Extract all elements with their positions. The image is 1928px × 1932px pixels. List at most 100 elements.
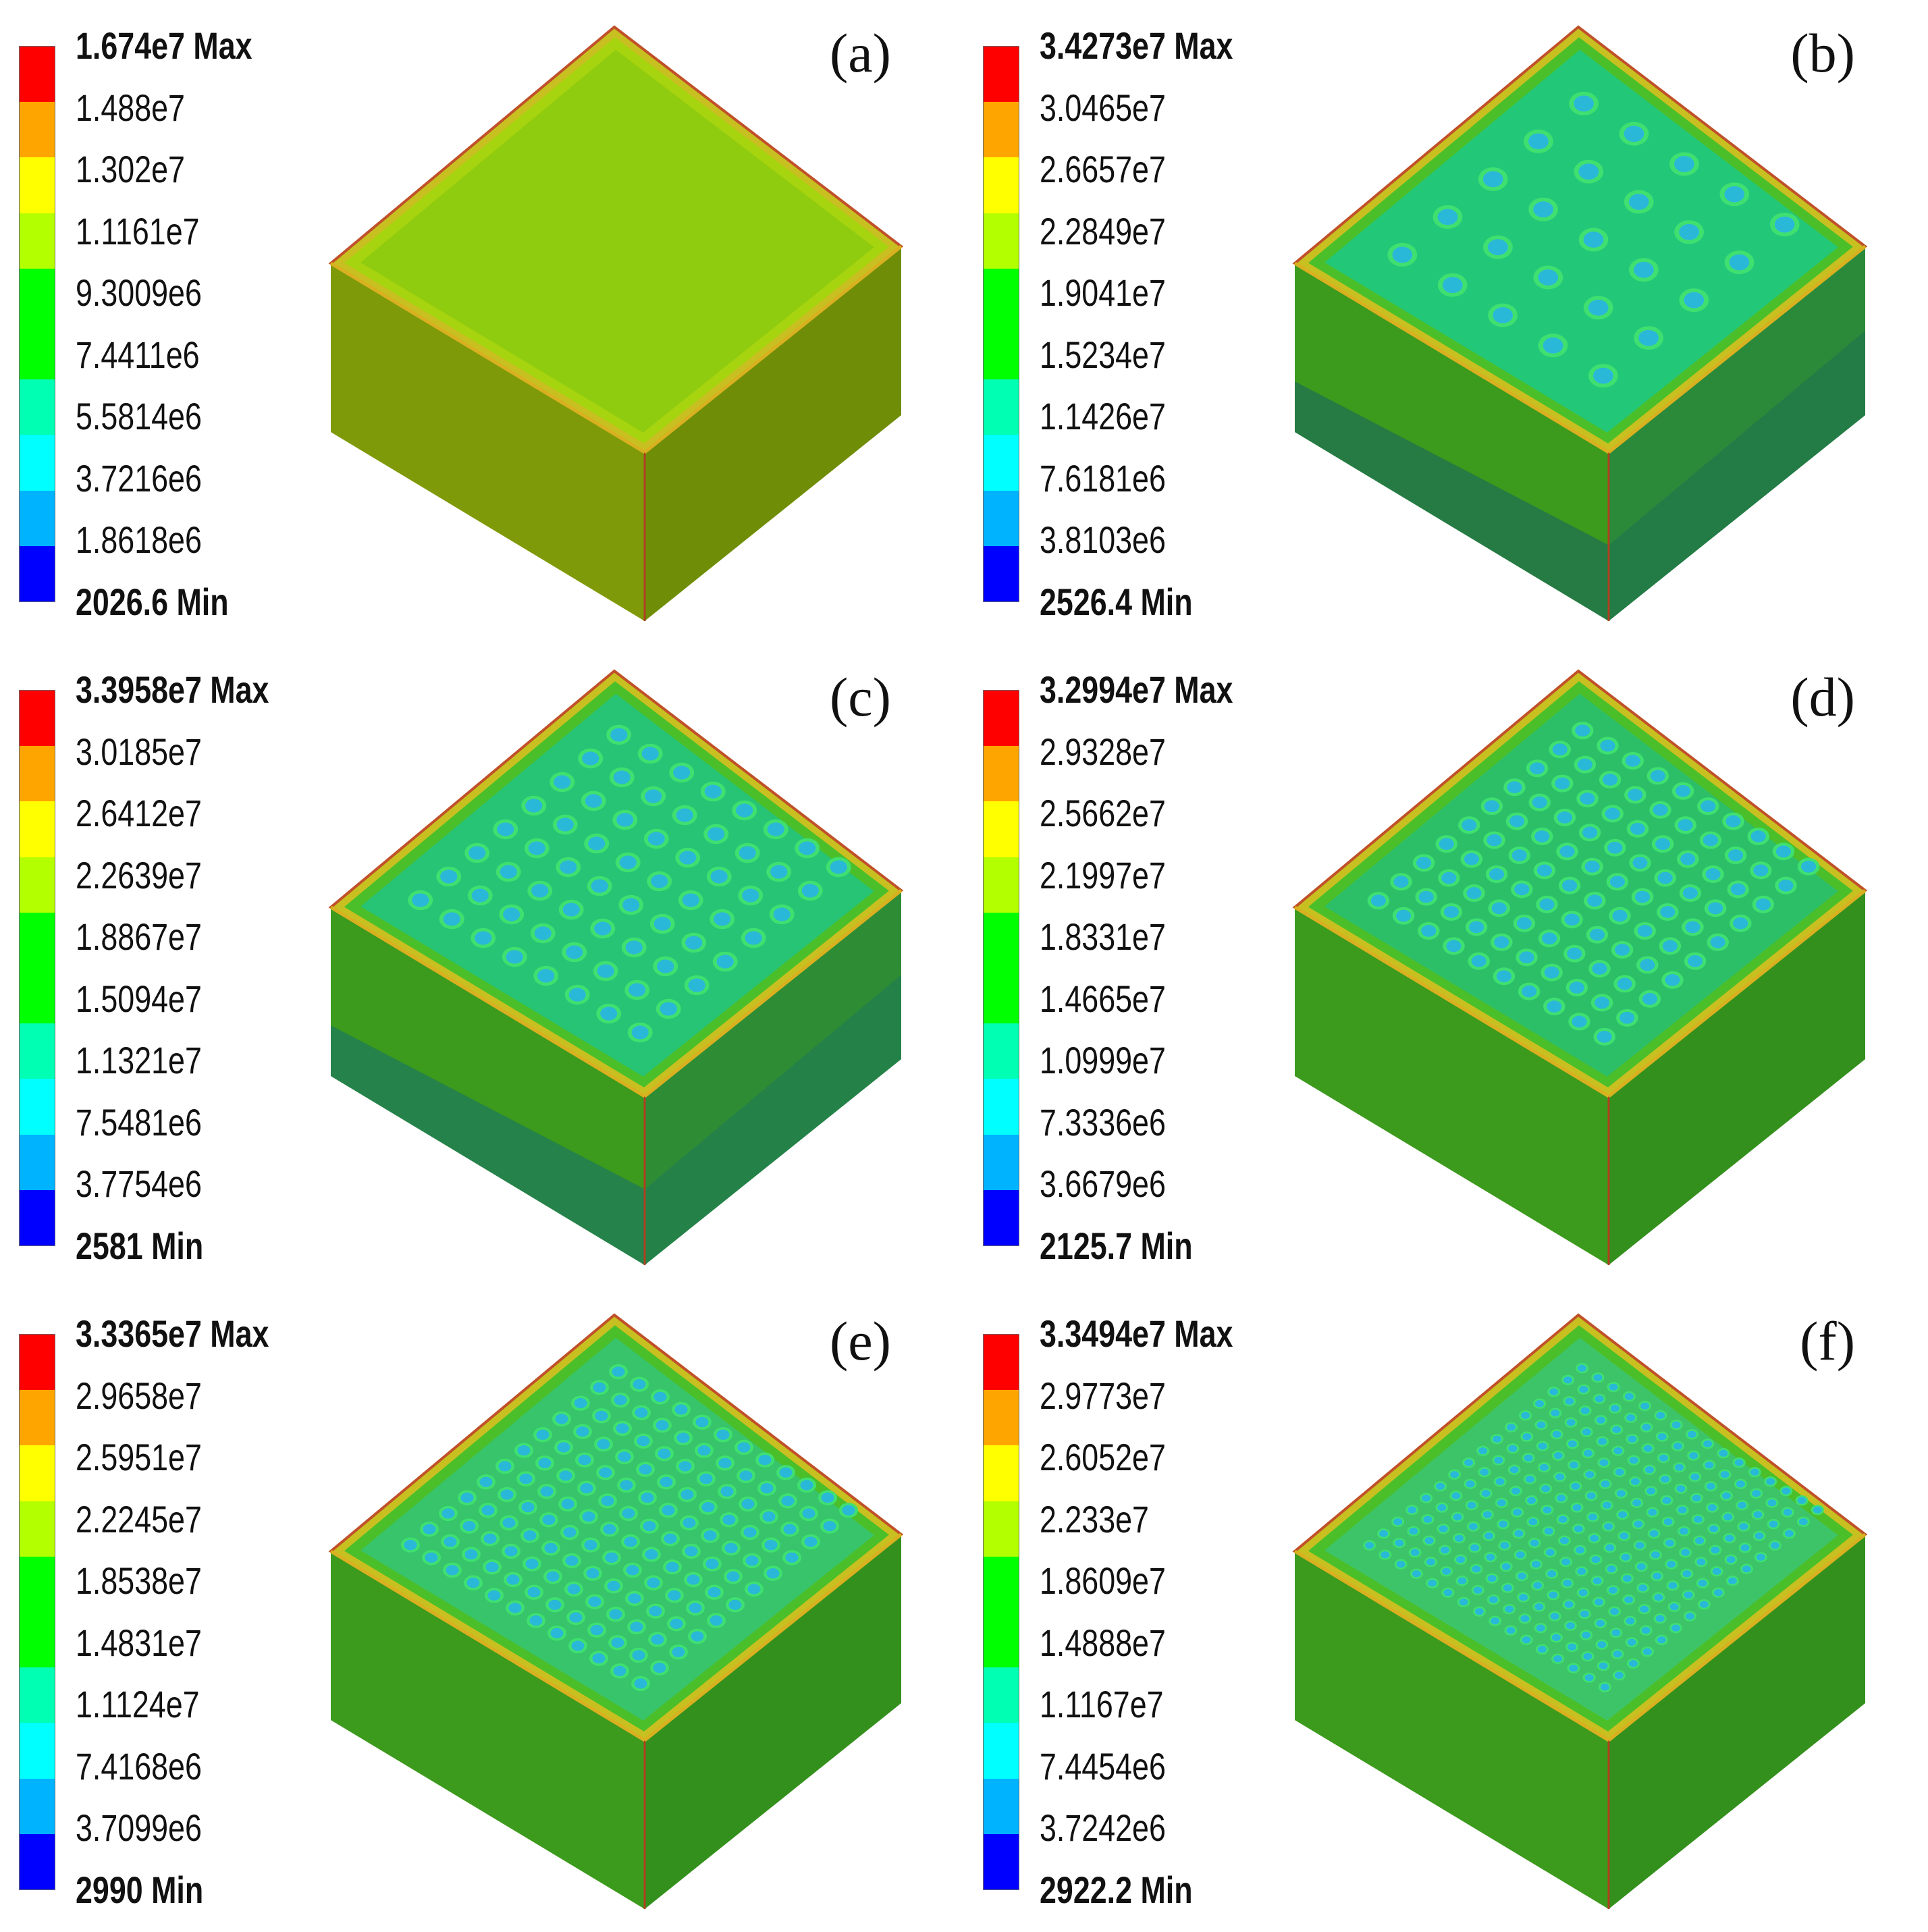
hole-marker — [1379, 1530, 1389, 1537]
panel-label: (a) — [829, 22, 891, 84]
hole-marker — [1657, 871, 1673, 884]
hole-marker — [1365, 1542, 1374, 1549]
hole-marker — [670, 1618, 683, 1629]
hole-marker — [1552, 1430, 1561, 1438]
legend-min-label: 2526.4 Min — [1040, 581, 1193, 623]
hole-marker — [1750, 1468, 1759, 1476]
hole-marker — [1689, 1452, 1698, 1459]
hole-marker — [726, 1571, 740, 1582]
hole-marker — [1613, 1651, 1622, 1658]
hole-marker — [1592, 1577, 1602, 1584]
hole-marker — [1656, 1412, 1665, 1419]
hole-marker — [498, 1461, 512, 1472]
hole-marker — [1756, 1553, 1765, 1561]
hole-marker — [737, 1442, 751, 1453]
hole-marker — [1678, 819, 1693, 832]
hole-marker — [639, 1464, 652, 1475]
hole-marker — [619, 855, 637, 869]
hole-marker — [519, 1474, 533, 1484]
hole-marker — [1468, 1523, 1478, 1530]
hole-marker — [1482, 171, 1503, 188]
block-top-edge — [1293, 261, 1610, 454]
hole-marker — [544, 1542, 558, 1553]
hole-marker — [537, 969, 555, 983]
hole-marker — [1705, 1461, 1714, 1469]
hole-marker — [1653, 803, 1668, 816]
hole-marker — [1439, 838, 1454, 851]
hole-marker — [404, 1540, 417, 1551]
hole-marker — [655, 1420, 669, 1430]
color-legend: 3.3494e7 Max 2.9773e7 2.6052e7 2.233e7 1… — [983, 1315, 1266, 1924]
hole-marker — [555, 1414, 568, 1424]
hole-marker — [1617, 977, 1632, 990]
hole-marker — [1574, 95, 1594, 112]
hole-marker — [1651, 1551, 1660, 1559]
hole-marker — [1393, 876, 1409, 888]
hole-marker — [1501, 1563, 1511, 1570]
hole-marker — [821, 1493, 834, 1503]
hole-marker — [1486, 1553, 1495, 1561]
hole-marker — [688, 978, 705, 992]
hole-marker — [804, 1536, 818, 1547]
hole-marker — [1423, 1515, 1432, 1523]
hole-marker — [443, 912, 460, 926]
legend-color-segment — [984, 490, 1019, 546]
hole-marker — [1549, 1388, 1559, 1395]
hole-marker — [588, 836, 606, 851]
legend-color-segment — [20, 1189, 55, 1245]
hole-marker — [1522, 1636, 1531, 1644]
hole-marker — [1612, 909, 1628, 922]
legend-min-label: 2922.2 Min — [1040, 1869, 1193, 1911]
hole-marker — [1503, 1584, 1512, 1592]
hole-marker — [672, 1646, 685, 1657]
hole-marker — [770, 865, 788, 879]
hole-marker — [1679, 1528, 1688, 1535]
hole-marker — [1482, 1511, 1492, 1518]
hole-marker — [529, 1615, 543, 1626]
hole-marker — [1655, 1615, 1665, 1622]
hole-marker — [1395, 1539, 1404, 1547]
hole-marker — [1484, 800, 1499, 813]
legend-tick-label: 2.2245e7 — [76, 1497, 202, 1540]
hole-marker — [1646, 1487, 1656, 1495]
hole-marker — [1470, 1544, 1480, 1551]
hole-marker — [742, 888, 759, 903]
legend-tick-label: 3.7216e6 — [76, 456, 202, 500]
hole-marker — [1597, 1030, 1612, 1043]
hole-marker — [506, 1574, 520, 1585]
hole-marker — [1605, 1544, 1615, 1551]
legend-max-label: 3.3365e7 Max — [76, 1312, 269, 1355]
hole-marker — [1572, 1015, 1587, 1028]
hole-marker — [1638, 1584, 1648, 1592]
hole-marker — [1396, 909, 1412, 922]
hole-marker — [462, 1521, 476, 1532]
hole-marker — [1578, 1589, 1588, 1596]
legend-min-label: 2026.6 Min — [76, 581, 229, 623]
legend-color-segment — [20, 912, 55, 968]
hole-marker — [1599, 1459, 1609, 1466]
hole-marker — [1730, 883, 1746, 896]
hole-marker — [1505, 1605, 1514, 1613]
hole-marker — [762, 1511, 776, 1522]
hole-marker — [1587, 894, 1603, 907]
hole-marker — [682, 1518, 696, 1528]
hole-marker — [1524, 1454, 1533, 1461]
hole-marker — [1580, 1407, 1590, 1414]
hole-marker — [1516, 917, 1532, 930]
hole-marker — [651, 1634, 664, 1645]
panel-c: 3.3958e7 Max 3.0185e7 2.6412e7 2.2639e7 … — [0, 644, 964, 1288]
hole-marker — [603, 1524, 616, 1534]
hole-marker — [1450, 1471, 1460, 1478]
hole-marker — [1611, 1629, 1621, 1636]
legend-color-segment — [20, 1833, 55, 1889]
legend-colorbar — [983, 690, 1019, 1246]
hole-marker — [534, 926, 552, 940]
hole-marker — [1682, 1570, 1692, 1578]
legend-tick-label: 1.8867e7 — [76, 915, 202, 959]
hole-marker — [653, 917, 671, 931]
hole-marker — [479, 1476, 493, 1487]
hole-marker — [1370, 894, 1386, 907]
hole-marker — [1591, 1556, 1601, 1563]
hole-marker — [1557, 811, 1572, 824]
hole-marker — [571, 1640, 585, 1651]
